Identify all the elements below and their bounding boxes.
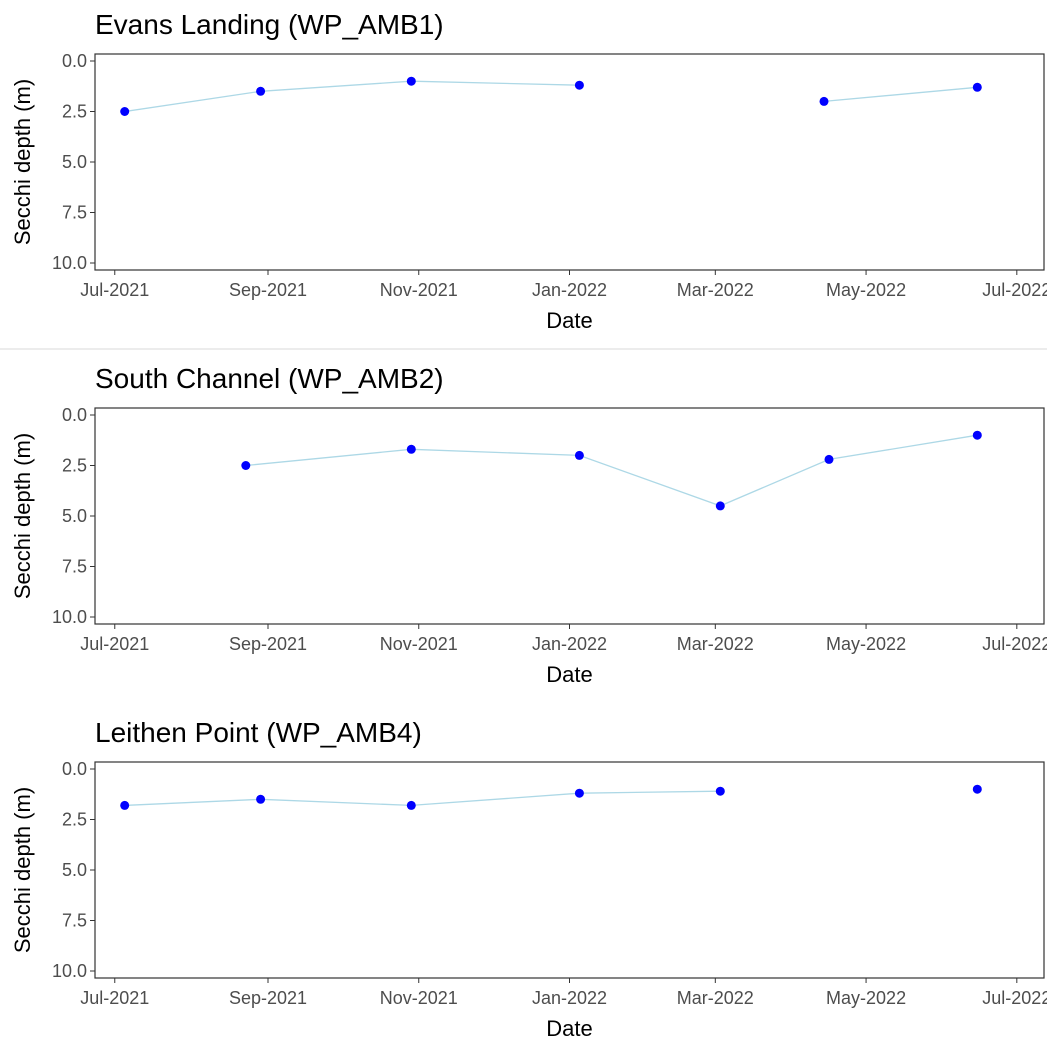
data-point	[715, 501, 725, 511]
y-tick-label: 0.0	[62, 405, 87, 425]
series-line	[124, 790, 721, 807]
y-axis-label: Secchi depth (m)	[10, 787, 35, 953]
y-axis-label: Secchi depth (m)	[10, 79, 35, 245]
data-point	[574, 450, 584, 460]
x-tick-label: Nov-2021	[380, 634, 458, 654]
data-point	[819, 96, 829, 106]
x-tick-label: Nov-2021	[380, 988, 458, 1008]
data-point	[972, 430, 982, 440]
x-tick-label: Mar-2022	[677, 988, 754, 1008]
data-point	[406, 76, 416, 86]
y-tick-label: 10.0	[52, 253, 87, 273]
x-tick-label: Sep-2021	[229, 280, 307, 300]
data-point	[824, 454, 834, 464]
data-point	[406, 800, 416, 810]
series-line	[245, 434, 978, 507]
y-tick-label: 2.5	[62, 102, 87, 122]
y-tick-label: 7.5	[62, 203, 87, 223]
y-tick-label: 0.0	[62, 759, 87, 779]
chart-title: Leithen Point (WP_AMB4)	[95, 717, 422, 748]
y-tick-label: 5.0	[62, 506, 87, 526]
x-axis-label: Date	[546, 662, 592, 687]
y-tick-label: 5.0	[62, 860, 87, 880]
x-tick-label: May-2022	[826, 988, 906, 1008]
chart-panel-1: Evans Landing (WP_AMB1) 0.0 2.5 5.0 7.5 10.0 J…	[10, 9, 1047, 333]
y-tick-label: 0.0	[62, 51, 87, 71]
x-tick-label: Nov-2021	[380, 280, 458, 300]
data-point	[120, 107, 130, 116]
x-tick-label: Mar-2022	[677, 280, 754, 300]
data-point	[972, 784, 982, 794]
y-tick-label: 5.0	[62, 152, 87, 172]
data-point	[256, 86, 266, 96]
chart-title: South Channel (WP_AMB2)	[95, 363, 444, 394]
x-tick-label: Jan-2022	[532, 634, 607, 654]
y-tick-label: 7.5	[62, 557, 87, 577]
x-tick-label: Jul-2022	[982, 634, 1047, 654]
x-tick-label: Mar-2022	[677, 634, 754, 654]
data-point	[241, 461, 251, 470]
y-tick-label: 2.5	[62, 456, 87, 476]
y-tick-label: 10.0	[52, 607, 87, 627]
data-point	[574, 788, 584, 798]
chart-title: Evans Landing (WP_AMB1)	[95, 9, 444, 40]
y-tick-label: 7.5	[62, 911, 87, 931]
series-line	[823, 86, 978, 103]
data-point	[715, 786, 725, 796]
chart-panel-2: South Channel (WP_AMB2) 0.0 2.5 5.0 7.5 10.0 J…	[10, 363, 1047, 687]
x-tick-label: Jan-2022	[532, 988, 607, 1008]
data-point	[972, 82, 982, 92]
data-point	[120, 800, 130, 810]
plot-panel	[94, 407, 1045, 625]
x-tick-label: May-2022	[826, 280, 906, 300]
y-tick-label: 2.5	[62, 810, 87, 830]
x-tick-label: Jul-2022	[982, 280, 1047, 300]
series-line	[124, 80, 580, 113]
x-tick-label: Jul-2022	[982, 988, 1047, 1008]
x-axis-label: Date	[546, 308, 592, 333]
x-tick-label: Jul-2021	[80, 634, 149, 654]
x-tick-label: Jul-2021	[80, 988, 149, 1008]
x-tick-label: Sep-2021	[229, 988, 307, 1008]
data-point	[574, 80, 584, 90]
data-point	[256, 794, 266, 804]
plot-panel	[94, 53, 1045, 271]
chart-panel-3: Leithen Point (WP_AMB4) 0.0 2.5 5.0 7.5 10.0 J…	[10, 717, 1047, 1041]
x-axis-label: Date	[546, 1016, 592, 1041]
data-point	[406, 444, 416, 454]
x-tick-label: May-2022	[826, 634, 906, 654]
x-tick-label: Jul-2021	[80, 280, 149, 300]
x-tick-label: Sep-2021	[229, 634, 307, 654]
y-axis-label: Secchi depth (m)	[10, 433, 35, 599]
y-tick-label: 10.0	[52, 961, 87, 981]
x-tick-label: Jan-2022	[532, 280, 607, 300]
